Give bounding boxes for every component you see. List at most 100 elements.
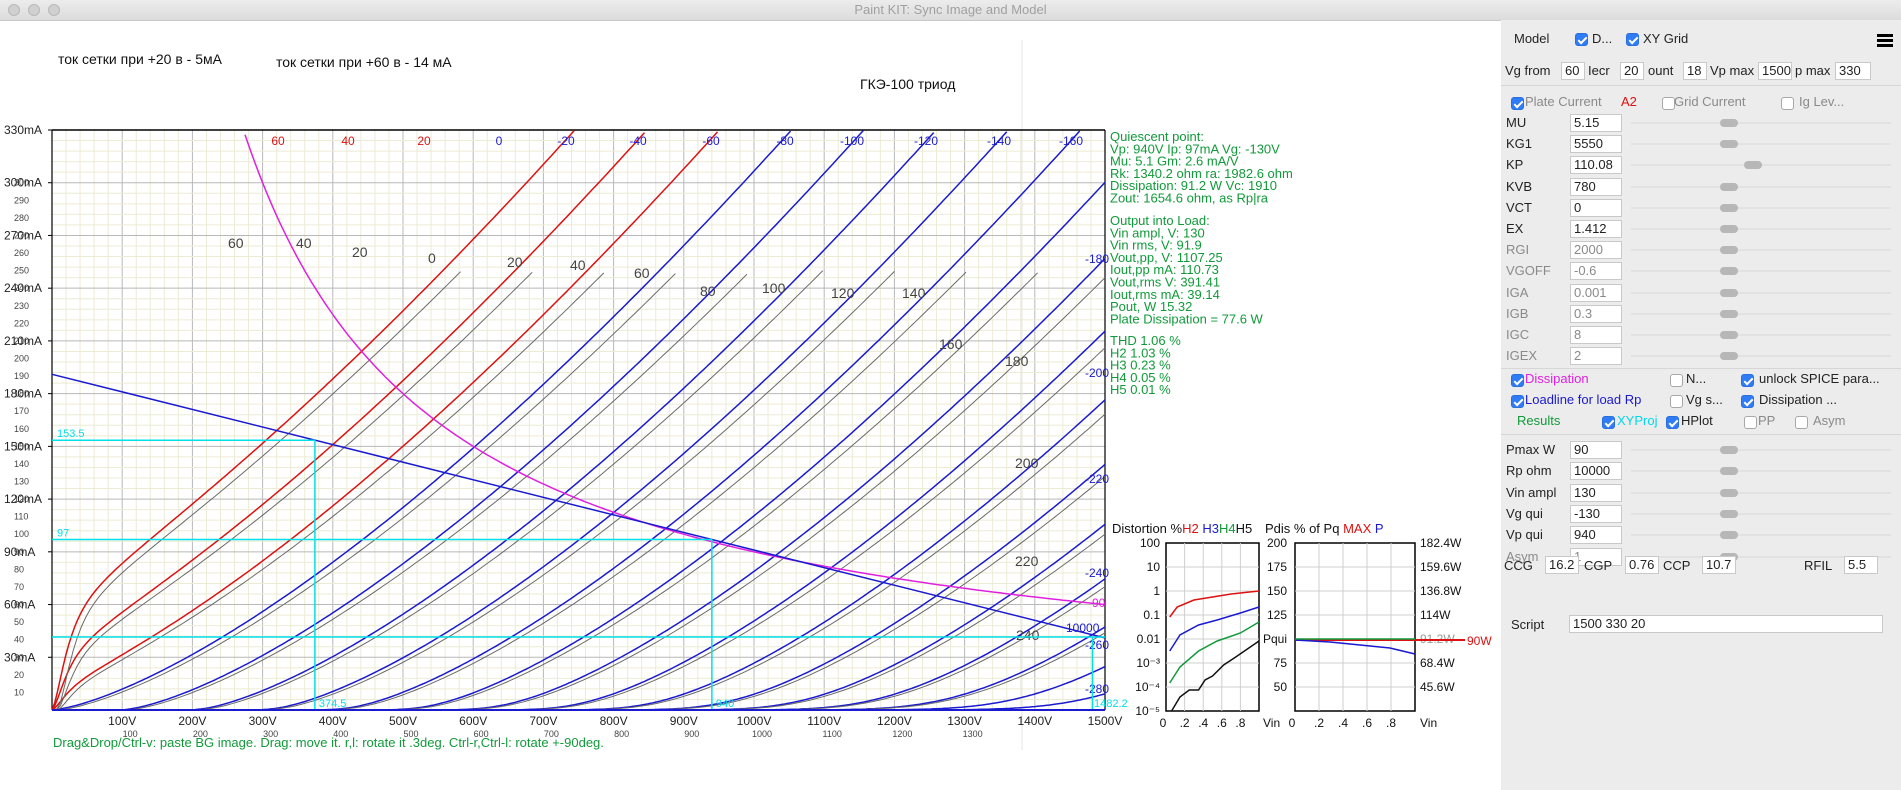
plate-current-checkbox[interactable] bbox=[1511, 97, 1524, 110]
ig-level-checkbox[interactable] bbox=[1781, 97, 1794, 110]
cgp-input[interactable]: 0.76 bbox=[1625, 556, 1659, 574]
param-value-input[interactable]: 8 bbox=[1570, 326, 1622, 344]
slider-knob[interactable] bbox=[1720, 225, 1738, 233]
param-value-input[interactable]: 5550 bbox=[1570, 135, 1622, 154]
scan-x-tick: 400 bbox=[333, 729, 348, 739]
param-slider[interactable] bbox=[1631, 197, 1891, 219]
param-slider[interactable] bbox=[1631, 260, 1891, 282]
slider-knob[interactable] bbox=[1720, 288, 1738, 297]
param-slider[interactable] bbox=[1631, 303, 1891, 325]
param-slider[interactable] bbox=[1631, 345, 1891, 367]
slider-knob[interactable] bbox=[1720, 446, 1738, 454]
scan-y-tick: 140 bbox=[14, 459, 29, 469]
scan-x-tick: 1000 bbox=[752, 729, 772, 739]
param-value-input[interactable]: 2000 bbox=[1570, 241, 1622, 260]
pdis-right-tick: 136.8W bbox=[1420, 584, 1462, 598]
param-slider[interactable] bbox=[1631, 112, 1891, 134]
hplot-checkbox[interactable] bbox=[1666, 416, 1679, 429]
param-slider[interactable] bbox=[1631, 154, 1891, 176]
slider-knob[interactable] bbox=[1720, 531, 1738, 540]
setting-slider[interactable] bbox=[1631, 503, 1891, 525]
vg-incr-input[interactable]: 20 bbox=[1620, 62, 1644, 80]
distortion-title-part: H2 bbox=[1182, 521, 1199, 536]
param-value-input[interactable]: 0.001 bbox=[1570, 283, 1622, 302]
grid-current-checkbox[interactable] bbox=[1662, 97, 1675, 110]
xy-grid-checkbox[interactable] bbox=[1626, 33, 1639, 46]
n-checkbox[interactable] bbox=[1670, 374, 1683, 387]
setting-slider[interactable] bbox=[1631, 460, 1891, 482]
param-value-input[interactable]: 110.08 bbox=[1570, 156, 1622, 175]
loadline-checkbox[interactable] bbox=[1511, 395, 1524, 408]
param-value-input[interactable]: 780 bbox=[1570, 177, 1622, 196]
grid-voltage-label-right: -220 bbox=[1085, 472, 1109, 486]
param-slider[interactable] bbox=[1631, 282, 1891, 304]
asym-checkbox[interactable] bbox=[1795, 416, 1808, 429]
scan-x-tick: 900 bbox=[684, 729, 699, 739]
vg-from-input[interactable]: 60 bbox=[1561, 62, 1585, 80]
setting-value-input[interactable]: 90 bbox=[1570, 441, 1622, 459]
scanned-curve bbox=[52, 586, 1106, 711]
param-value-input[interactable]: 5.15 bbox=[1570, 114, 1622, 132]
close-icon[interactable] bbox=[8, 4, 20, 16]
setting-slider[interactable] bbox=[1631, 482, 1891, 504]
distortion-x-tick: .2 bbox=[1180, 716, 1190, 730]
param-slider[interactable] bbox=[1631, 176, 1891, 198]
param-value-input[interactable]: 0 bbox=[1570, 198, 1622, 217]
param-slider[interactable] bbox=[1631, 239, 1891, 261]
tube-characteristics-canvas[interactable]: ток сетки при +20 в - 5мА ток сетки при +… bbox=[0, 20, 1501, 790]
script-input[interactable]: 1500 330 20 bbox=[1569, 615, 1883, 633]
setting-slider[interactable] bbox=[1631, 524, 1891, 546]
ccg-input[interactable]: 16.2 bbox=[1545, 556, 1579, 574]
slider-knob[interactable] bbox=[1720, 140, 1738, 149]
grid-voltage-label: -20 bbox=[557, 134, 575, 148]
a2-label: A2 bbox=[1621, 94, 1637, 109]
slider-track bbox=[1631, 470, 1891, 473]
h3-curve bbox=[1169, 606, 1260, 652]
dissipation-checkbox[interactable] bbox=[1511, 374, 1524, 387]
param-slider[interactable] bbox=[1631, 324, 1891, 346]
slider-knob[interactable] bbox=[1720, 119, 1738, 127]
ip-max-input[interactable]: 330 bbox=[1835, 62, 1871, 80]
menu-icon[interactable] bbox=[1877, 34, 1893, 48]
ccp-input[interactable]: 10.7 bbox=[1702, 556, 1736, 574]
slider-knob[interactable] bbox=[1720, 331, 1738, 339]
param-value-input[interactable]: -0.6 bbox=[1570, 262, 1622, 281]
setting-value-input[interactable]: 130 bbox=[1570, 483, 1622, 502]
slider-knob[interactable] bbox=[1720, 309, 1738, 318]
setting-value-input[interactable]: -130 bbox=[1570, 504, 1622, 523]
pdis-right-tick: 182.4W bbox=[1420, 536, 1462, 550]
vg-s-checkbox[interactable] bbox=[1670, 395, 1683, 408]
pdis-y-tick: 125 bbox=[1267, 608, 1287, 622]
d-checkbox[interactable] bbox=[1575, 33, 1588, 46]
model-panel: Model D... XY Grid Vg from 60 Iecr 20 ount 18 Vp … bbox=[1501, 20, 1901, 790]
slider-knob[interactable] bbox=[1720, 203, 1738, 212]
slider-knob[interactable] bbox=[1720, 509, 1738, 518]
pp-checkbox[interactable] bbox=[1744, 416, 1757, 429]
setting-slider[interactable] bbox=[1631, 439, 1891, 461]
slider-knob[interactable] bbox=[1744, 161, 1762, 170]
slider-knob[interactable] bbox=[1720, 246, 1738, 255]
setting-value-input[interactable]: 10000 bbox=[1570, 462, 1622, 481]
vp-max-input[interactable]: 1500 bbox=[1758, 62, 1792, 80]
minimize-icon[interactable] bbox=[28, 4, 40, 16]
setting-value-input[interactable]: 940 bbox=[1570, 526, 1622, 545]
unlock-spice-checkbox[interactable] bbox=[1741, 374, 1754, 387]
dissipation2-checkbox[interactable] bbox=[1741, 395, 1754, 408]
param-value-input[interactable]: 0.3 bbox=[1570, 304, 1622, 323]
scan-x-tick: 800 bbox=[614, 729, 629, 739]
slider-knob[interactable] bbox=[1720, 467, 1738, 476]
slider-knob[interactable] bbox=[1720, 267, 1738, 276]
rfil-input[interactable]: 5.5 bbox=[1844, 556, 1878, 574]
param-slider[interactable] bbox=[1631, 218, 1891, 240]
vg-count-input[interactable]: 18 bbox=[1683, 62, 1707, 80]
zoom-icon[interactable] bbox=[48, 4, 60, 16]
xyproj-checkbox[interactable] bbox=[1602, 416, 1615, 429]
param-value-input[interactable]: 1.412 bbox=[1570, 220, 1622, 238]
slider-knob[interactable] bbox=[1720, 488, 1738, 497]
param-value-input[interactable]: 2 bbox=[1570, 347, 1622, 366]
slider-knob[interactable] bbox=[1720, 182, 1738, 191]
slider-knob[interactable] bbox=[1720, 352, 1738, 361]
param-slider[interactable] bbox=[1631, 133, 1891, 155]
pmax-curve-label: 90 bbox=[1092, 596, 1106, 610]
scan-x-tick: 300 bbox=[263, 729, 278, 739]
